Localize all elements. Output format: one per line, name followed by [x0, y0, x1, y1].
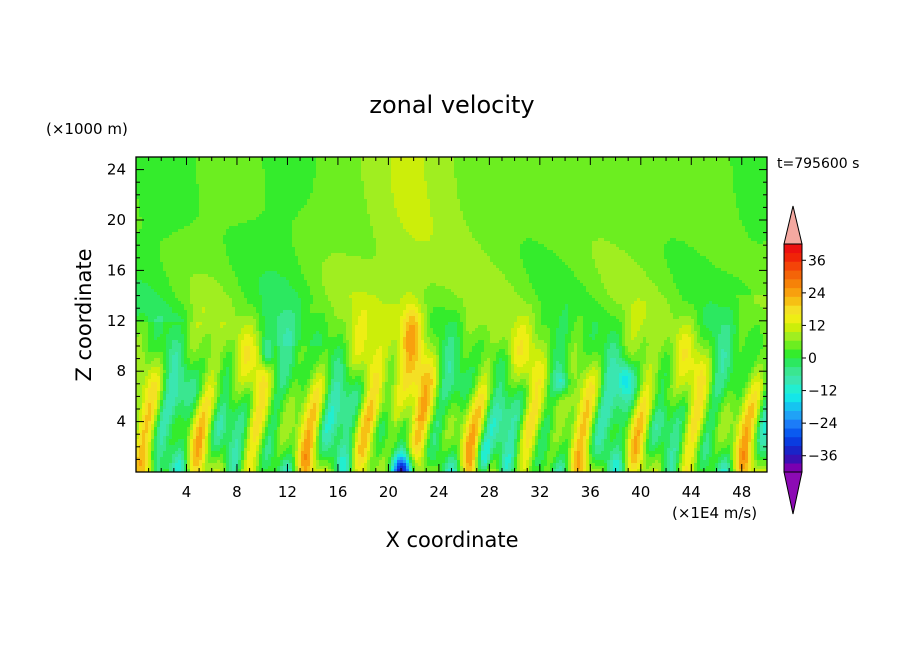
x-tick-label: 36: [581, 483, 600, 501]
colorbar-segment: [784, 340, 802, 349]
colorbar-segment: [784, 376, 802, 385]
colorbar-tick-label: 36: [808, 253, 826, 269]
colorbar-under-triangle: [784, 472, 802, 514]
colorbar-segment: [784, 332, 802, 341]
x-tick-label: 16: [328, 483, 347, 501]
y-tick-label: 24: [107, 161, 126, 179]
colorbar-segment: [784, 358, 802, 367]
colorbar-segment: [784, 384, 802, 393]
colorbar-segment: [784, 244, 802, 253]
colorbar-segment: [784, 323, 802, 332]
y-tick-label: 16: [107, 261, 126, 279]
colorbar-tick-label: −24: [808, 416, 838, 432]
colorbar-tick-label: −12: [808, 384, 838, 400]
colorbar-segment: [784, 262, 802, 271]
chart-title: zonal velocity: [369, 91, 534, 119]
colorbar-segment: [784, 402, 802, 411]
colorbar-segment: [784, 279, 802, 288]
colorbar-segment: [784, 314, 802, 323]
colorbar-segment: [784, 297, 802, 306]
colorbar-segment: [784, 288, 802, 297]
colorbar-segment: [784, 270, 802, 279]
x-tick-label: 24: [429, 483, 448, 501]
y-scale-label: (×1000 m): [46, 120, 128, 138]
colorbar-tick-label: 0: [808, 351, 817, 367]
x-tick-label: 8: [232, 483, 242, 501]
colorbar-tick-label: −36: [808, 449, 838, 465]
colorbar-segment: [784, 419, 802, 428]
colorbar-segment: [784, 349, 802, 358]
colorbar-segment: [784, 253, 802, 262]
y-tick-label: 20: [107, 211, 126, 229]
colorbar-tick-label: 12: [808, 318, 826, 334]
colorbar: 36 24 12 0 −12 −24 −36: [784, 206, 838, 514]
colorbar-unit-label: (×1E4 m/s): [672, 504, 757, 522]
y-tick-label: 8: [116, 362, 126, 380]
colorbar-segment: [784, 437, 802, 446]
colorbar-segment: [784, 463, 802, 472]
colorbar-segment: [784, 393, 802, 402]
x-axis-label: X coordinate: [385, 528, 518, 552]
x-tick-label: 44: [682, 483, 701, 501]
x-tick-label: 4: [182, 483, 192, 501]
colorbar-segment: [784, 367, 802, 376]
colorbar-segment: [784, 454, 802, 463]
x-tick-label: 40: [631, 483, 650, 501]
x-tick-label: 48: [732, 483, 751, 501]
y-tick-label: 4: [116, 413, 126, 431]
x-tick-label: 20: [379, 483, 398, 501]
y-tick-label: 12: [107, 312, 126, 330]
colorbar-over-triangle: [784, 206, 802, 244]
time-label: t=795600 s: [777, 156, 859, 172]
x-tick-label: 32: [530, 483, 549, 501]
colorbar-segment: [784, 428, 802, 437]
y-axis-label: Z coordinate: [72, 248, 96, 381]
colorbar-segment: [784, 411, 802, 420]
colorbar-segment: [784, 446, 802, 455]
velocity-field: [136, 157, 769, 472]
colorbar-tick-label: 24: [808, 286, 826, 302]
x-tick-label: 12: [278, 483, 297, 501]
x-tick-label: 28: [480, 483, 499, 501]
colorbar-segment: [784, 305, 802, 314]
